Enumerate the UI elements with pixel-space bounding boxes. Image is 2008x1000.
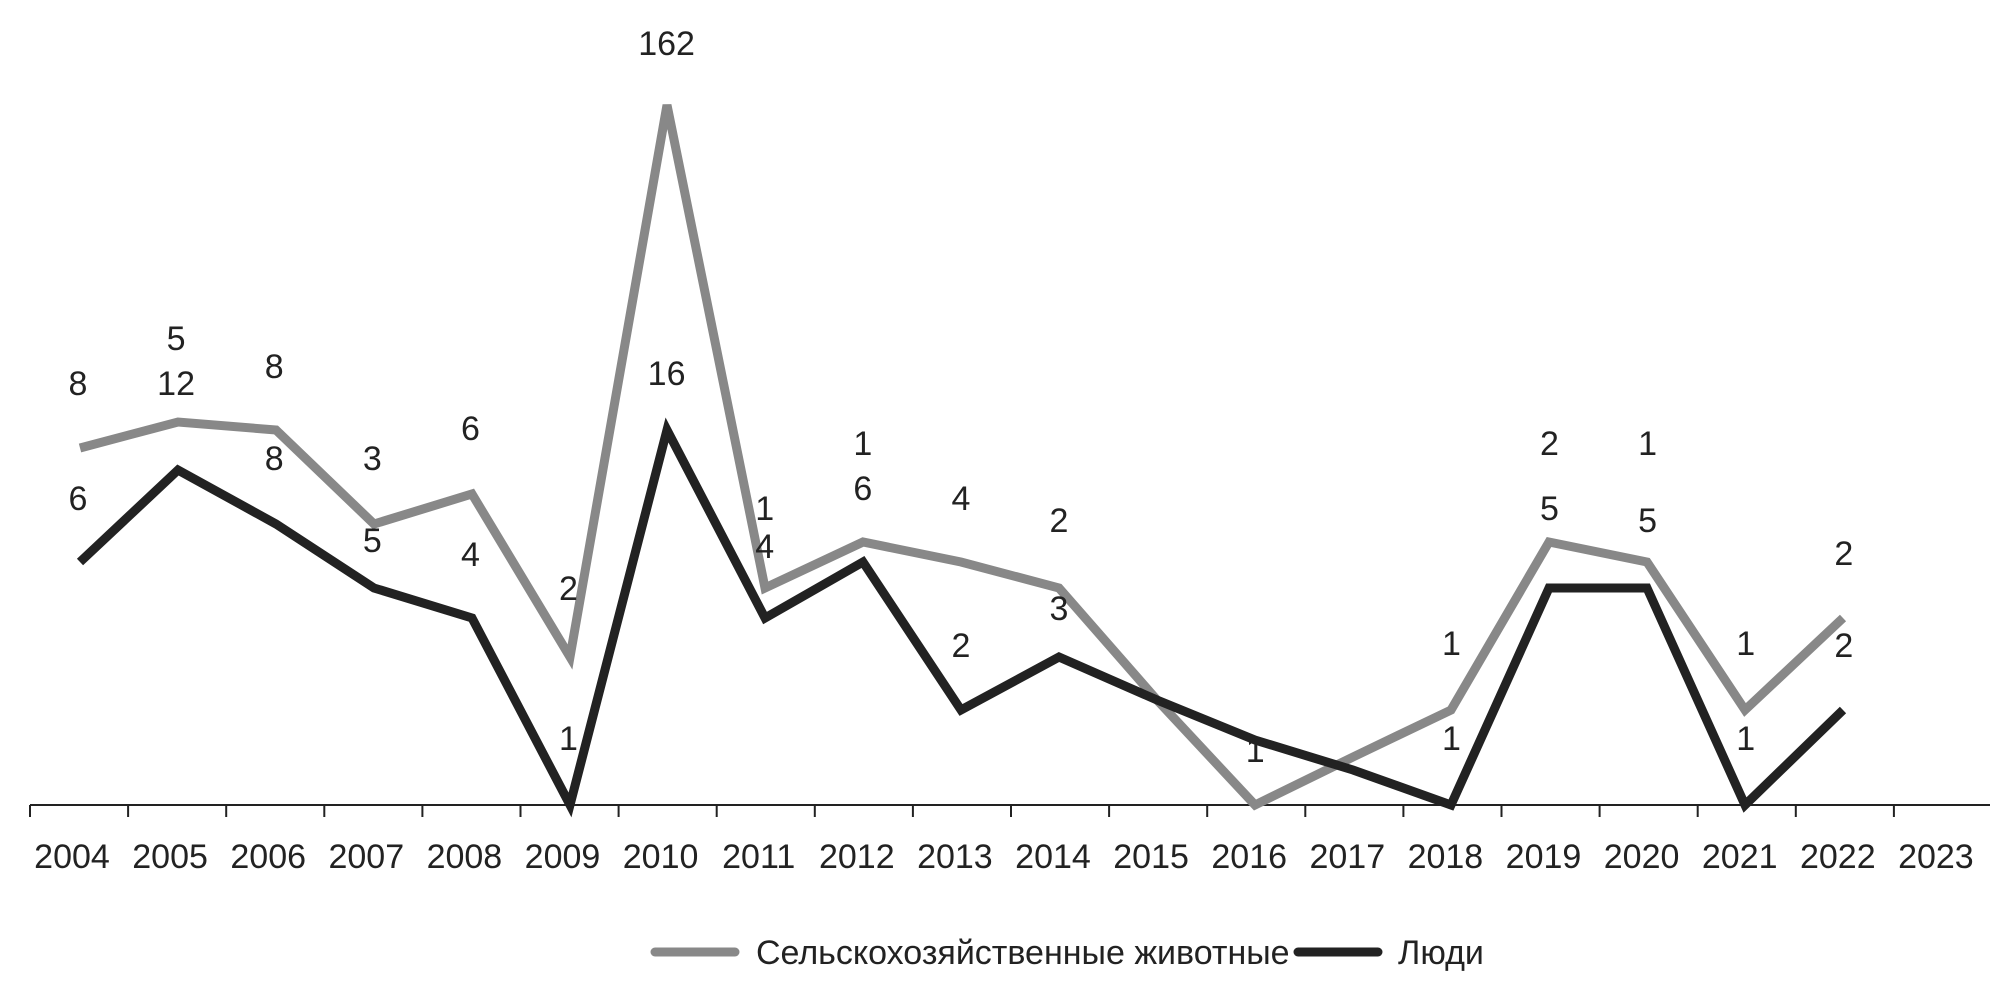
- data-label-livestock: 1: [1246, 732, 1265, 770]
- x-tick-label: 2010: [623, 838, 699, 876]
- x-tick-label: 2017: [1309, 838, 1385, 876]
- data-label-livestock: 5: [167, 320, 186, 358]
- data-label-livestock: 2: [1050, 502, 1069, 540]
- series-line-livestock: [78, 104, 1847, 811]
- data-label-people: 8: [265, 440, 284, 478]
- x-tick-label: 2013: [917, 838, 993, 876]
- data-label-livestock: 6: [461, 410, 480, 448]
- data-label-livestock: 2: [559, 570, 578, 608]
- x-tick-label: 2012: [819, 838, 895, 876]
- data-label-livestock: 1: [853, 425, 872, 463]
- data-label-livestock: 12: [157, 365, 195, 403]
- x-tick-label: 2006: [230, 838, 306, 876]
- x-tick-label: 2022: [1800, 838, 1876, 876]
- data-label-livestock: 162: [638, 25, 695, 63]
- x-tick-label: 2004: [34, 838, 110, 876]
- legend-label-people: Люди: [1398, 934, 1484, 972]
- data-label-livestock: 8: [69, 365, 88, 403]
- data-label-people: 5: [363, 522, 382, 560]
- data-label-people: 5: [1540, 490, 1559, 528]
- data-label-people: 5: [1638, 502, 1657, 540]
- data-label-people: 1: [559, 720, 578, 758]
- x-tick-label: 2005: [132, 838, 208, 876]
- data-label-people: 4: [755, 528, 774, 566]
- x-tick-label: 2011: [722, 838, 795, 876]
- data-label-people: 2: [951, 627, 970, 665]
- data-label-livestock: 6: [853, 470, 872, 508]
- data-label-people: 6: [69, 480, 88, 518]
- x-tick-label: 2007: [328, 838, 404, 876]
- x-tick-label: 2014: [1015, 838, 1091, 876]
- data-label-livestock: 1: [755, 490, 774, 528]
- series-layer: [76, 104, 1847, 818]
- data-label-people: 4: [461, 536, 480, 574]
- data-label-livestock: 1: [1442, 625, 1461, 663]
- data-label-people: 2: [1834, 627, 1853, 665]
- data-label-people: 1: [1736, 720, 1755, 758]
- data-label-people: 16: [648, 355, 686, 393]
- data-label-livestock: 1: [1638, 425, 1657, 463]
- x-tick-label: 2008: [427, 838, 503, 876]
- data-label-livestock: 2: [1834, 535, 1853, 573]
- x-axis: 2004 2005 2006 2007 2008 2009 2010 2011 2012 2013…: [29, 804, 1990, 876]
- x-tick-label: 2016: [1211, 838, 1287, 876]
- x-tick-label: 2023: [1898, 838, 1974, 876]
- legend-label-livestock: Сельскохозяйственные животные: [756, 934, 1290, 972]
- legend: Сельскохозяйственные животные Люди: [650, 934, 1484, 972]
- data-label-livestock: 2: [1540, 425, 1559, 463]
- data-label-livestock: 3: [363, 440, 382, 478]
- data-label-people: 1: [1442, 720, 1461, 758]
- data-label-livestock: 1: [1736, 625, 1755, 663]
- x-tick-label: 2009: [525, 838, 601, 876]
- x-tick-label: 2018: [1408, 838, 1484, 876]
- data-label-livestock: 8: [265, 348, 284, 386]
- x-tick-label: 2019: [1506, 838, 1582, 876]
- x-tick-label: 2021: [1702, 838, 1778, 876]
- x-tick-label: 2020: [1604, 838, 1680, 876]
- x-tick-label: 2015: [1113, 838, 1189, 876]
- data-label-livestock: 4: [951, 480, 970, 518]
- series-line-people: [76, 417, 1847, 818]
- data-label-people: 3: [1050, 590, 1069, 628]
